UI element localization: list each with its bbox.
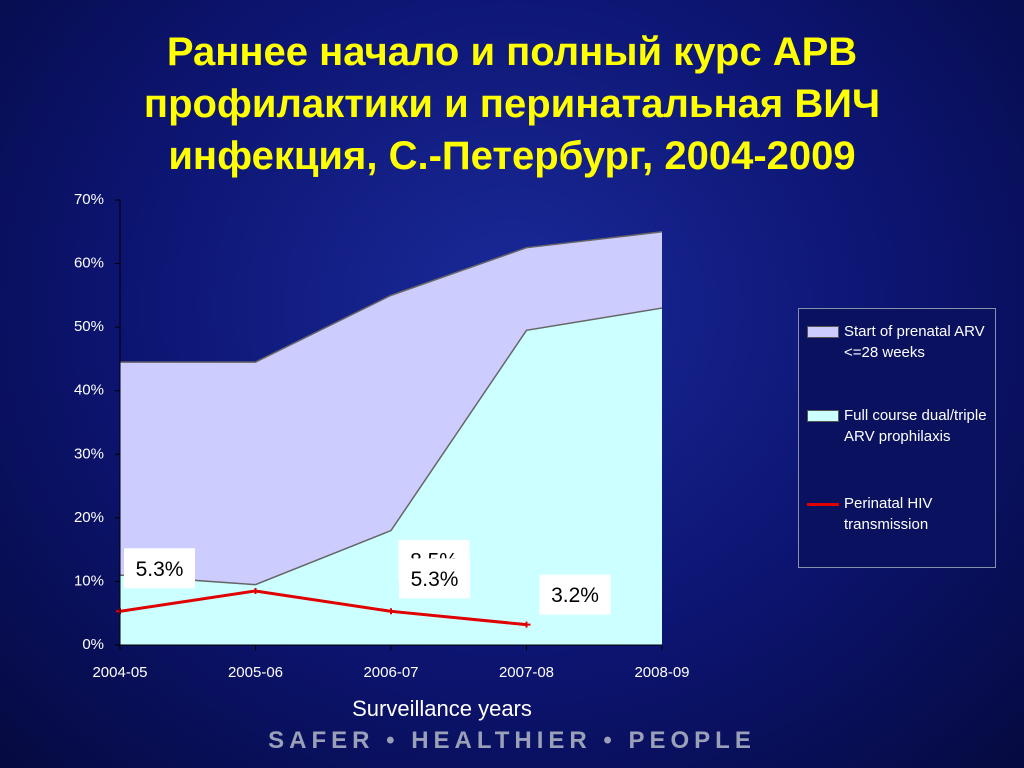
- legend-entry: Start of prenatal ARV <=28 weeks: [807, 323, 995, 363]
- y-tick-label: 50%: [74, 318, 104, 335]
- data-label-box: [399, 558, 470, 599]
- y-tick-label: 10%: [74, 572, 104, 589]
- legend-label: Perinatal HIV transmission: [844, 495, 933, 533]
- chart-title: Раннее начало и полный курс АРВ профилак…: [143, 30, 881, 178]
- y-tick-label: 70%: [74, 191, 104, 208]
- x-tick-label: 2008-09: [634, 664, 689, 681]
- legend-label: Start of prenatal ARV <=28 weeks: [844, 323, 985, 361]
- data-label: 5.3%: [136, 558, 184, 581]
- y-tick-label: 60%: [74, 255, 104, 272]
- data-label: 5.3%: [411, 568, 459, 591]
- legend-entry: Perinatal HIV transmission: [807, 495, 995, 535]
- legend-entry: Full course dual/triple ARV prophilaxis: [807, 407, 995, 447]
- y-tick-label: 30%: [74, 445, 104, 462]
- y-tick-label: 20%: [74, 509, 104, 526]
- data-label-box: [124, 548, 195, 589]
- legend-swatch: [807, 326, 839, 338]
- legend: Start of prenatal ARV <=28 weeks Full cou…: [798, 308, 996, 568]
- area: [120, 308, 662, 645]
- x-tick-label: 2007-08: [499, 664, 554, 681]
- marker: [251, 587, 260, 594]
- legend-swatch: [807, 498, 839, 510]
- y-tick-label: 0%: [82, 636, 104, 653]
- x-axis-label: Surveillance years: [352, 696, 532, 721]
- legend-line: [807, 503, 839, 506]
- data-label-box: [539, 574, 611, 615]
- line: [119, 589, 527, 627]
- marker: [387, 608, 395, 615]
- y-tick-label: 40%: [74, 382, 104, 399]
- data-label: 3.2%: [551, 584, 599, 607]
- footer: SAFER • HEALTHIER • PEOPLE: [268, 727, 756, 754]
- area-edge: [119, 307, 663, 586]
- marker: [522, 621, 531, 628]
- x-tick-label: 2004-05: [92, 664, 147, 681]
- legend-swatch: [807, 410, 839, 422]
- x-tick-label: 2006-07: [363, 664, 418, 681]
- legend-label: Full course dual/triple ARV prophilaxis: [844, 407, 987, 445]
- x-tick-label: 2005-06: [228, 664, 283, 681]
- area-edge: [120, 231, 663, 363]
